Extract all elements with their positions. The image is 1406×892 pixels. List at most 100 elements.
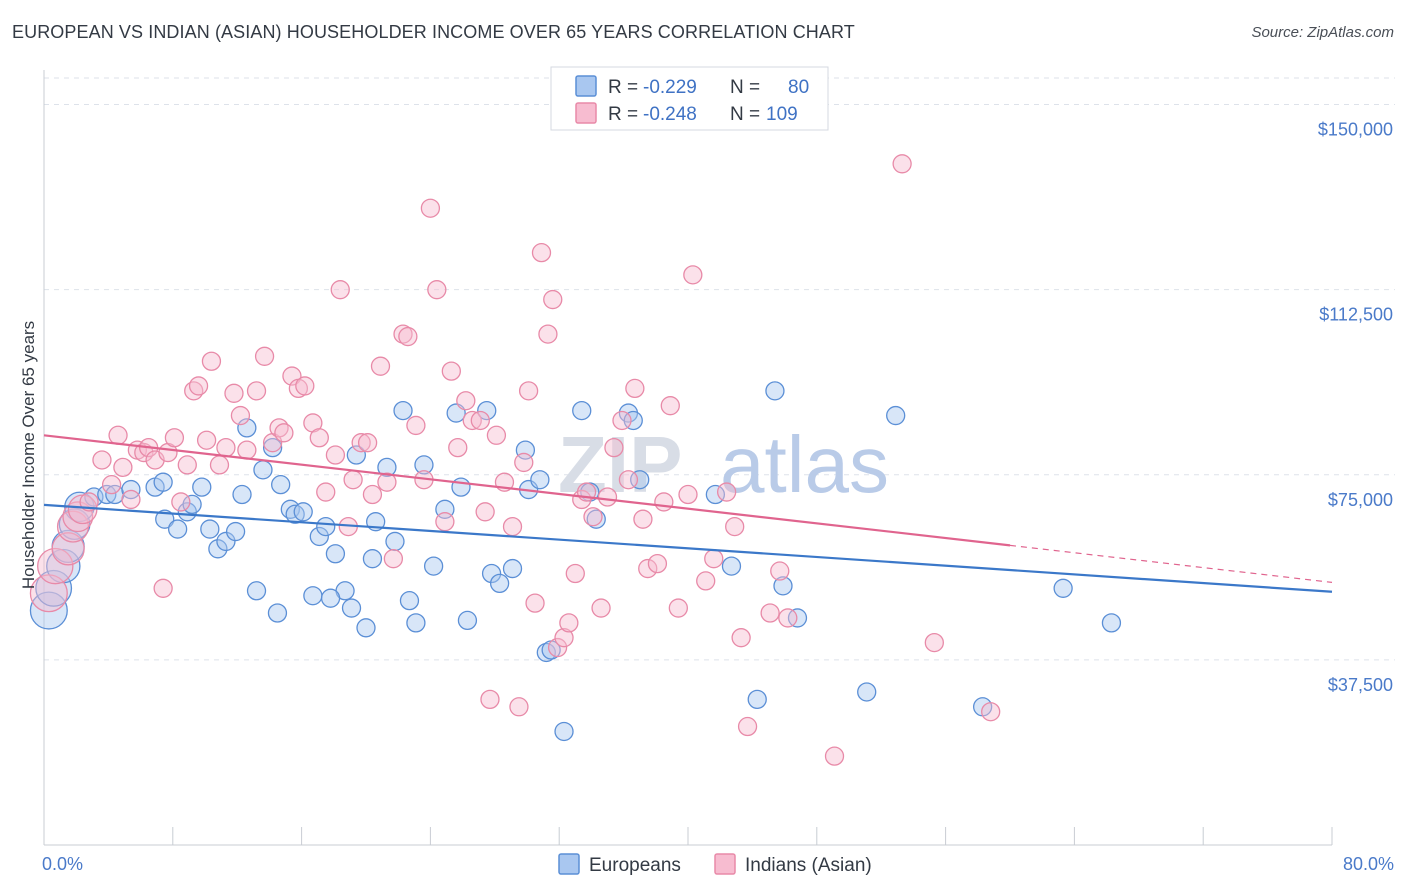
european-point bbox=[489, 573, 510, 594]
legend-n-value-0: 80 bbox=[788, 77, 809, 98]
indian-point bbox=[531, 242, 552, 263]
indian-point bbox=[101, 474, 122, 495]
indian-point bbox=[618, 470, 639, 490]
grid-lines bbox=[44, 77, 1395, 661]
indian-point bbox=[538, 324, 558, 344]
indian-point bbox=[583, 507, 603, 527]
european-point bbox=[362, 549, 383, 569]
indian-point bbox=[760, 603, 780, 623]
indian-point bbox=[678, 484, 698, 505]
indian-point bbox=[171, 492, 191, 512]
indian-point bbox=[647, 553, 668, 574]
indian-point bbox=[357, 433, 378, 453]
european-point bbox=[502, 558, 523, 579]
european-point bbox=[192, 477, 212, 497]
stats-legend: R = -0.229 N = 80 R = -0.248 N = 109 bbox=[550, 66, 829, 131]
indian-point bbox=[981, 702, 1001, 722]
european-point bbox=[530, 470, 550, 490]
indian-point bbox=[462, 410, 482, 431]
european-point bbox=[225, 521, 246, 542]
trend-line-europeans bbox=[43, 503, 1333, 593]
chart-title: EUROPEAN VS INDIAN (ASIAN) HOUSEHOLDER I… bbox=[12, 22, 855, 42]
legend-n-value-1: 109 bbox=[766, 104, 798, 125]
indian-point bbox=[604, 437, 624, 458]
legend-swatch-indians bbox=[575, 102, 597, 124]
indian-point bbox=[824, 746, 845, 766]
indian-point bbox=[282, 366, 302, 386]
european-point bbox=[457, 610, 478, 631]
european-point bbox=[1101, 613, 1122, 633]
indian-point bbox=[398, 326, 418, 347]
indian-point bbox=[435, 512, 455, 532]
european-point bbox=[554, 721, 574, 742]
indian-point bbox=[188, 376, 209, 396]
indian-point bbox=[654, 492, 674, 512]
indian-point bbox=[370, 356, 391, 376]
european-point bbox=[721, 556, 742, 576]
x-tick-label: 80.0% bbox=[1343, 854, 1394, 874]
indian-point bbox=[704, 549, 724, 569]
y-tick-label: $75,000 bbox=[1328, 490, 1393, 510]
indian-point bbox=[309, 428, 329, 448]
indian-point bbox=[362, 484, 383, 505]
indian-point bbox=[254, 346, 275, 366]
european-point bbox=[58, 508, 91, 540]
indian-point bbox=[725, 516, 745, 537]
trend-line-indians-extension bbox=[1009, 544, 1333, 583]
indian-point bbox=[164, 428, 185, 448]
indian-point bbox=[892, 154, 912, 174]
european-point bbox=[262, 437, 283, 458]
european-point bbox=[303, 586, 323, 606]
indian-point bbox=[683, 265, 703, 285]
indian-point bbox=[480, 689, 500, 710]
indian-point bbox=[316, 482, 336, 502]
european-point bbox=[341, 598, 362, 618]
european-point bbox=[477, 400, 497, 421]
indian-point bbox=[274, 423, 294, 443]
european-point bbox=[316, 516, 336, 537]
indian-point bbox=[475, 502, 495, 522]
indian-point bbox=[731, 628, 751, 648]
european-point bbox=[153, 472, 173, 492]
european-point bbox=[253, 460, 273, 480]
trend-lines bbox=[43, 434, 1333, 593]
series-legend: Europeans Indians (Asian) bbox=[558, 853, 872, 876]
indian-point bbox=[92, 450, 112, 470]
indian-point bbox=[62, 501, 94, 533]
european-point bbox=[765, 381, 785, 401]
european-point bbox=[320, 588, 341, 608]
european-point bbox=[451, 477, 471, 497]
european-point bbox=[309, 526, 329, 547]
chart-source: Source: ZipAtlas.com bbox=[1251, 24, 1394, 41]
european-point bbox=[630, 470, 650, 490]
indian-point bbox=[770, 561, 790, 581]
indian-point bbox=[79, 492, 99, 512]
y-tick-label: $112,500 bbox=[1319, 305, 1393, 325]
watermark-zip: ZIP bbox=[558, 420, 682, 509]
european-point bbox=[857, 682, 877, 702]
indian-point bbox=[441, 361, 461, 381]
y-tick-label: $150,000 bbox=[1318, 120, 1393, 140]
indian-point bbox=[565, 563, 585, 584]
indian-point bbox=[330, 280, 350, 300]
european-point bbox=[237, 418, 257, 438]
indian-point bbox=[778, 608, 798, 628]
european-point bbox=[773, 576, 793, 596]
european-point bbox=[232, 484, 252, 505]
indian-point bbox=[237, 440, 257, 460]
european-point bbox=[515, 440, 536, 460]
european-point bbox=[623, 410, 643, 431]
european-point bbox=[216, 531, 236, 552]
indian-point bbox=[406, 415, 426, 436]
data-points bbox=[29, 154, 1122, 766]
indian-point bbox=[660, 396, 680, 416]
european-point bbox=[406, 613, 426, 633]
european-point bbox=[208, 539, 228, 559]
indian-point bbox=[625, 378, 645, 399]
indian-point bbox=[325, 445, 346, 465]
european-point bbox=[747, 689, 767, 710]
european-point bbox=[423, 556, 444, 576]
european-point bbox=[572, 400, 592, 421]
indian-point bbox=[509, 697, 529, 717]
indian-point bbox=[502, 516, 523, 537]
